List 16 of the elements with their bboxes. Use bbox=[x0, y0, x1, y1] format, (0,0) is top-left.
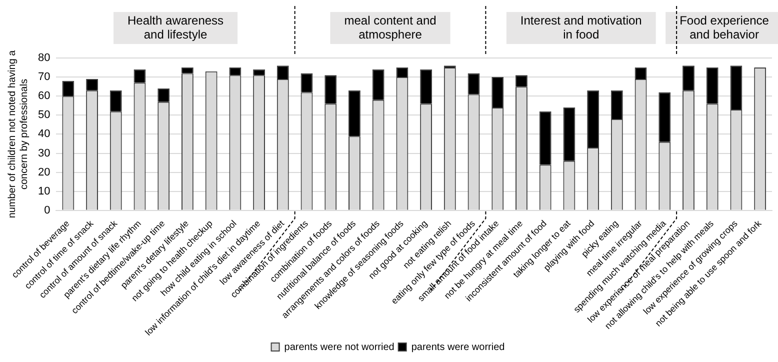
text: meal content and atmosphere bbox=[344, 13, 436, 42]
text: Interest and motivation in food bbox=[520, 13, 642, 42]
y-tick-label: 10 bbox=[38, 185, 50, 198]
y-tick-label: 70 bbox=[38, 71, 50, 84]
y-tick-label: 0 bbox=[44, 204, 50, 216]
y-tick-label: 50 bbox=[38, 109, 50, 122]
y-tick-label: 30 bbox=[38, 147, 50, 160]
y-tick-label: 20 bbox=[38, 166, 50, 178]
y-axis-title: number of children not noted having a concern by professionals bbox=[6, 50, 30, 218]
legend-label: parents were worried bbox=[411, 342, 505, 353]
y-tick-label: 60 bbox=[38, 90, 50, 102]
y-tick-label: 80 bbox=[38, 52, 50, 64]
y-tick-label: 40 bbox=[38, 128, 50, 140]
text: Food experience and behavior bbox=[680, 13, 770, 42]
legend-label: parents were not worried bbox=[284, 342, 394, 353]
text: Health awareness and lifestyle bbox=[128, 13, 224, 42]
